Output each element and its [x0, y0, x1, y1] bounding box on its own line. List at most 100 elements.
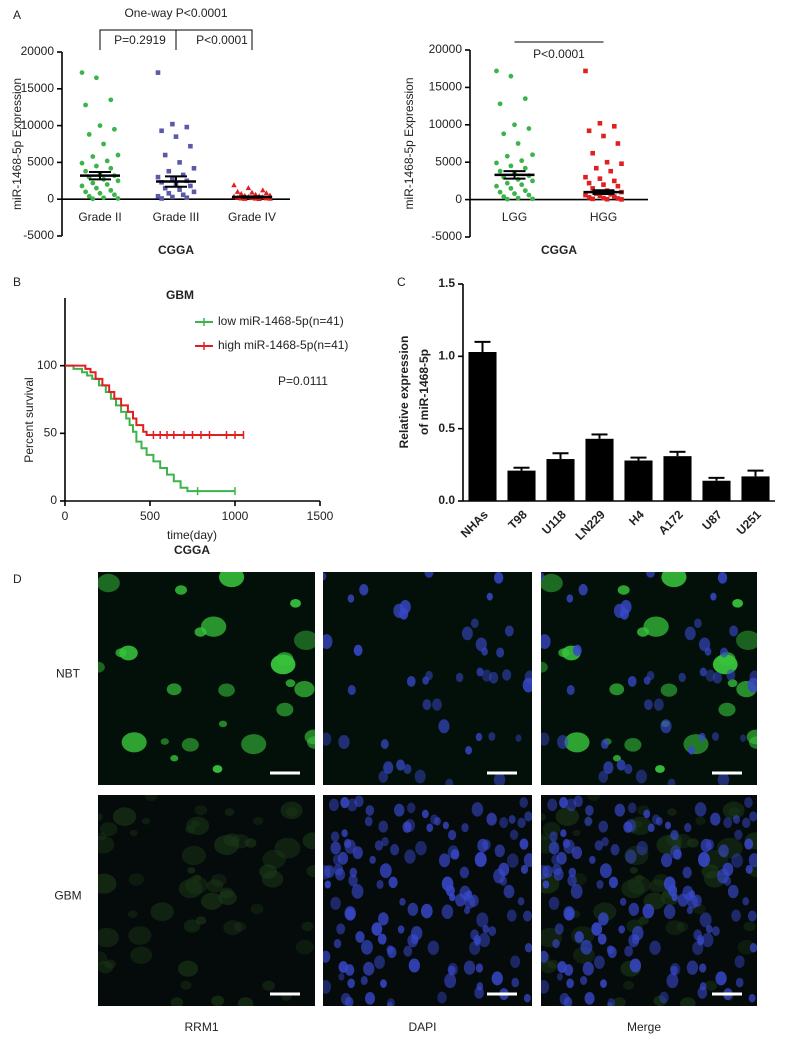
data-point	[526, 192, 532, 198]
cell-stain	[166, 683, 182, 696]
data-point	[177, 160, 182, 165]
panel-label: B	[13, 275, 21, 289]
legend-label: high miR-1468-5p(n=41)	[218, 338, 348, 352]
nucleus	[354, 795, 364, 808]
cell-stain	[206, 879, 224, 893]
bar	[585, 438, 614, 501]
nucleus	[377, 933, 387, 945]
p-value: P=0.2919	[114, 33, 166, 47]
row-label: NBT	[56, 667, 81, 681]
cell-stain	[623, 980, 635, 990]
nucleus	[653, 698, 664, 711]
nucleus	[337, 851, 349, 865]
bar	[507, 470, 536, 501]
panel-label: C	[397, 275, 406, 289]
nucleus	[718, 844, 729, 858]
nucleus	[661, 853, 673, 868]
cell-stain	[712, 654, 738, 675]
nucleus	[669, 962, 681, 976]
data-point	[159, 196, 164, 201]
y-tick-label: -5000	[431, 229, 462, 243]
p-value: P<0.0001	[533, 47, 585, 61]
y-tick-label: 15000	[429, 80, 463, 94]
data-point	[601, 182, 606, 187]
nucleus	[361, 939, 373, 955]
data-point	[501, 194, 507, 200]
cell-stain	[564, 732, 590, 753]
nucleus	[471, 802, 484, 817]
cell-stain	[98, 573, 120, 593]
data-point	[112, 192, 117, 198]
nucleus	[594, 955, 605, 969]
cell-stain	[223, 920, 242, 936]
x-tick-label: H4	[626, 507, 647, 528]
data-point	[238, 191, 244, 197]
nucleus	[744, 838, 754, 850]
data-point	[608, 168, 613, 174]
data-point	[586, 128, 592, 134]
data-point	[155, 174, 161, 180]
nucleus	[723, 817, 733, 829]
cell-stain	[680, 997, 696, 1006]
cell-stain	[192, 874, 202, 882]
cell-stain	[643, 616, 669, 637]
nucleus	[381, 837, 389, 847]
nucleus	[404, 849, 416, 864]
nucleus	[567, 874, 577, 887]
y-axis-label: of miR-1468-5p	[417, 349, 431, 435]
nucleus	[568, 867, 577, 878]
nucleus	[397, 925, 405, 934]
nucleus	[482, 924, 490, 934]
nucleus	[542, 880, 550, 889]
data-point	[530, 196, 535, 202]
data-point	[494, 160, 499, 166]
x-tick-label: U118	[539, 507, 569, 537]
nucleus	[520, 864, 529, 874]
nucleus	[628, 902, 640, 916]
data-point	[104, 182, 110, 187]
cell-stain	[181, 737, 199, 752]
x-tick-label: A172	[656, 507, 686, 537]
error-bar	[165, 175, 187, 188]
y-tick-label: 0	[455, 192, 462, 206]
nucleus	[566, 685, 575, 696]
nucleus	[378, 912, 389, 926]
nucleus	[519, 797, 529, 808]
cell-stain	[661, 572, 687, 588]
data-point	[597, 176, 603, 181]
cell-stain	[200, 892, 223, 910]
nucleus	[461, 823, 469, 833]
data-point	[191, 189, 197, 195]
nucleus	[694, 802, 707, 817]
nucleus	[549, 831, 558, 842]
data-point	[494, 68, 499, 74]
error-bar	[503, 170, 526, 180]
nucleus	[585, 805, 594, 816]
y-tick-label: 20000	[21, 44, 55, 58]
cell-stain	[128, 873, 145, 886]
x-axis-label: CGGA	[158, 243, 194, 257]
cell-stain	[743, 921, 756, 932]
y-tick-label: 0	[47, 191, 54, 205]
nucleus	[574, 931, 584, 943]
nucleus	[510, 955, 521, 969]
y-tick-label: 10000	[429, 117, 463, 131]
data-point	[530, 178, 535, 184]
nucleus	[678, 672, 686, 683]
x-tick-label: LGG	[502, 210, 527, 224]
data-point	[170, 194, 175, 200]
nucleus	[465, 745, 473, 755]
nucleus	[359, 583, 369, 596]
cell-stain	[541, 960, 557, 974]
data-point	[597, 193, 603, 199]
data-point	[79, 183, 85, 189]
cell-stain	[104, 959, 116, 969]
nucleus	[699, 912, 712, 928]
nucleus	[450, 848, 460, 860]
data-point	[619, 161, 624, 166]
chart-title: GBM	[166, 288, 194, 302]
error-bar	[630, 456, 647, 461]
nucleus	[343, 838, 352, 849]
nucleus	[523, 853, 532, 868]
x-tick-label: Grade IV	[228, 210, 276, 224]
